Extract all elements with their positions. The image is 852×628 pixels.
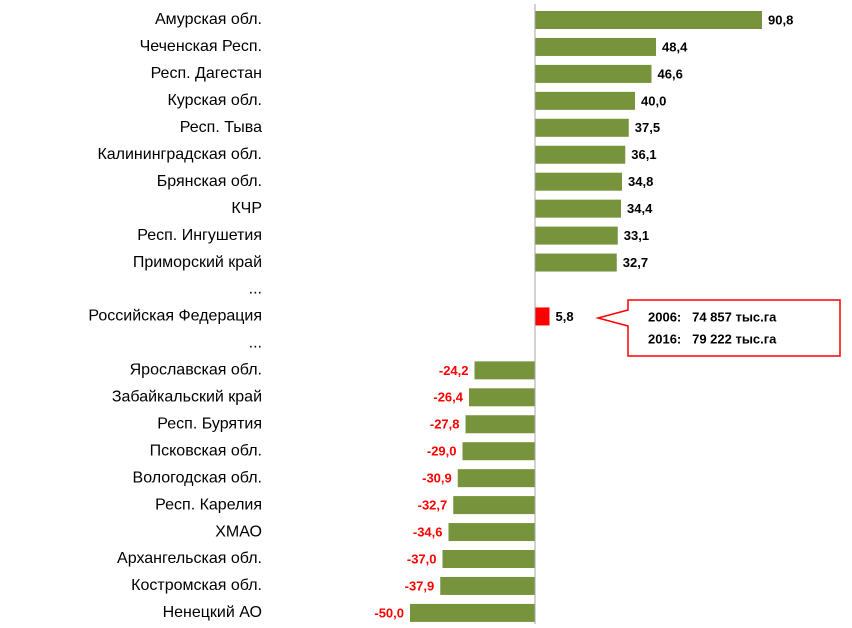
category-label: Ярославская обл.	[130, 362, 262, 379]
value-label: -26,4	[433, 390, 463, 405]
category-label: Респ. Дагестан	[151, 65, 262, 82]
value-label: -30,9	[422, 471, 452, 486]
bar	[535, 64, 652, 83]
value-label: -24,2	[439, 363, 469, 378]
bar	[453, 496, 535, 515]
bar	[448, 523, 535, 542]
category-label: ...	[249, 281, 262, 298]
value-label: -32,7	[418, 498, 448, 513]
bar	[474, 361, 535, 380]
category-label: Архангельская обл.	[117, 550, 262, 567]
category-label: Приморский край	[133, 254, 262, 271]
bar	[535, 307, 550, 326]
bar	[440, 576, 535, 595]
value-label: 5,8	[556, 309, 574, 324]
category-label: Российская Федерация	[88, 308, 262, 325]
category-label: Ненецкий АО	[163, 604, 262, 621]
category-label: Респ. Карелия	[155, 496, 262, 513]
bar	[535, 91, 635, 110]
bar	[535, 37, 656, 56]
category-label: Респ. Ингушетия	[137, 227, 262, 244]
category-label: Респ. Тыва	[180, 119, 262, 136]
value-label: 40,0	[641, 93, 666, 108]
bar	[465, 415, 535, 434]
value-label: 34,4	[627, 201, 653, 216]
bar	[442, 550, 535, 568]
value-label: -50,0	[374, 605, 404, 620]
category-label: Забайкальский край	[112, 389, 262, 406]
bar	[535, 199, 621, 218]
bar	[462, 442, 535, 461]
category-label: ...	[249, 335, 262, 352]
bar	[469, 388, 535, 407]
category-label: Костромская обл.	[131, 577, 262, 594]
value-label: -34,6	[413, 524, 443, 539]
value-label: 48,4	[662, 39, 688, 54]
value-label: -29,0	[427, 444, 457, 459]
annotation: 2016: 79 222 тыс.га	[648, 331, 777, 346]
value-label: 37,5	[635, 120, 660, 135]
category-label: ХМАО	[215, 523, 262, 540]
value-label: 36,1	[631, 147, 656, 162]
bar	[535, 253, 617, 272]
bar	[457, 469, 535, 488]
category-label: Амурская обл.	[155, 11, 262, 28]
category-label: Псковская обл.	[150, 442, 262, 459]
value-label: 32,7	[623, 255, 648, 270]
category-label: КЧР	[231, 200, 262, 217]
category-label: Брянская обл.	[157, 173, 262, 190]
callout-box	[595, 299, 841, 357]
bar	[535, 145, 626, 164]
value-label: 34,8	[628, 174, 653, 189]
bar	[535, 118, 629, 137]
value-label: 33,1	[624, 228, 649, 243]
category-label: Курская обл.	[167, 92, 262, 109]
category-label: Вологодская обл.	[133, 469, 262, 486]
value-label: 46,6	[658, 66, 683, 81]
bar	[410, 603, 535, 622]
value-label: -37,9	[405, 578, 435, 593]
category-label: Респ. Бурятия	[157, 415, 262, 432]
bar	[535, 11, 762, 29]
value-label: 90,8	[768, 12, 793, 27]
bar	[535, 226, 618, 245]
category-label: Чеченская Респ.	[140, 38, 262, 55]
category-label: Калининградская обл.	[97, 146, 262, 163]
value-label: -27,8	[430, 417, 460, 432]
value-label: -37,0	[407, 551, 437, 566]
annotation: 2006: 74 857 тыс.га	[648, 309, 777, 324]
bar	[535, 172, 622, 191]
